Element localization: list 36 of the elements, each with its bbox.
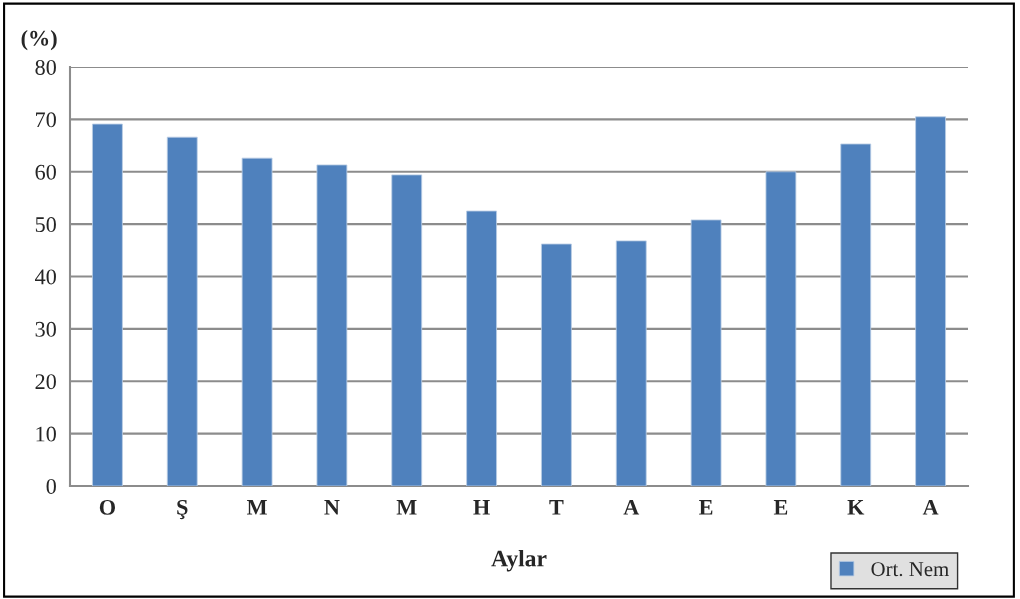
y-tick-label: 10	[36, 426, 56, 442]
y-tick-label: 0	[46, 478, 56, 494]
bar	[840, 143, 872, 486]
bar	[316, 164, 348, 486]
y-tick-label: 60	[35, 164, 56, 180]
x-tick-label: M	[396, 500, 417, 515]
x-tick-label: H	[473, 500, 490, 515]
y-tick-label: 20	[35, 374, 56, 390]
x-tick-label: A	[922, 499, 939, 515]
y-tick-label: 40	[35, 269, 56, 285]
bar	[615, 240, 647, 486]
x-tick-label: K	[847, 500, 865, 515]
bar	[690, 219, 722, 486]
bar	[241, 157, 273, 486]
x-tick-label: E	[699, 500, 713, 515]
x-tick-label: T	[549, 500, 564, 515]
x-axis-title: Aylar	[491, 549, 547, 572]
bar	[541, 243, 572, 486]
y-tick-label: 30	[35, 321, 56, 337]
bar	[765, 171, 797, 486]
x-tick-label: M	[246, 500, 267, 515]
bar	[166, 136, 198, 486]
x-tick-label: E	[773, 500, 788, 515]
x-tick-label: N	[324, 500, 340, 515]
y-tick-label: 70	[36, 112, 56, 128]
y-tick-label: 80	[35, 59, 56, 75]
x-tick-label: A	[623, 499, 640, 515]
bar	[391, 174, 423, 486]
y-axis-title: (%)	[21, 30, 57, 51]
bar	[915, 116, 946, 486]
y-tick-label: 50	[35, 217, 56, 233]
bar	[466, 210, 497, 486]
x-tick-label: Ş	[177, 499, 188, 520]
legend-label: Ort. Nem	[871, 562, 949, 577]
bar	[92, 123, 123, 486]
x-tick-label: O	[99, 499, 115, 515]
